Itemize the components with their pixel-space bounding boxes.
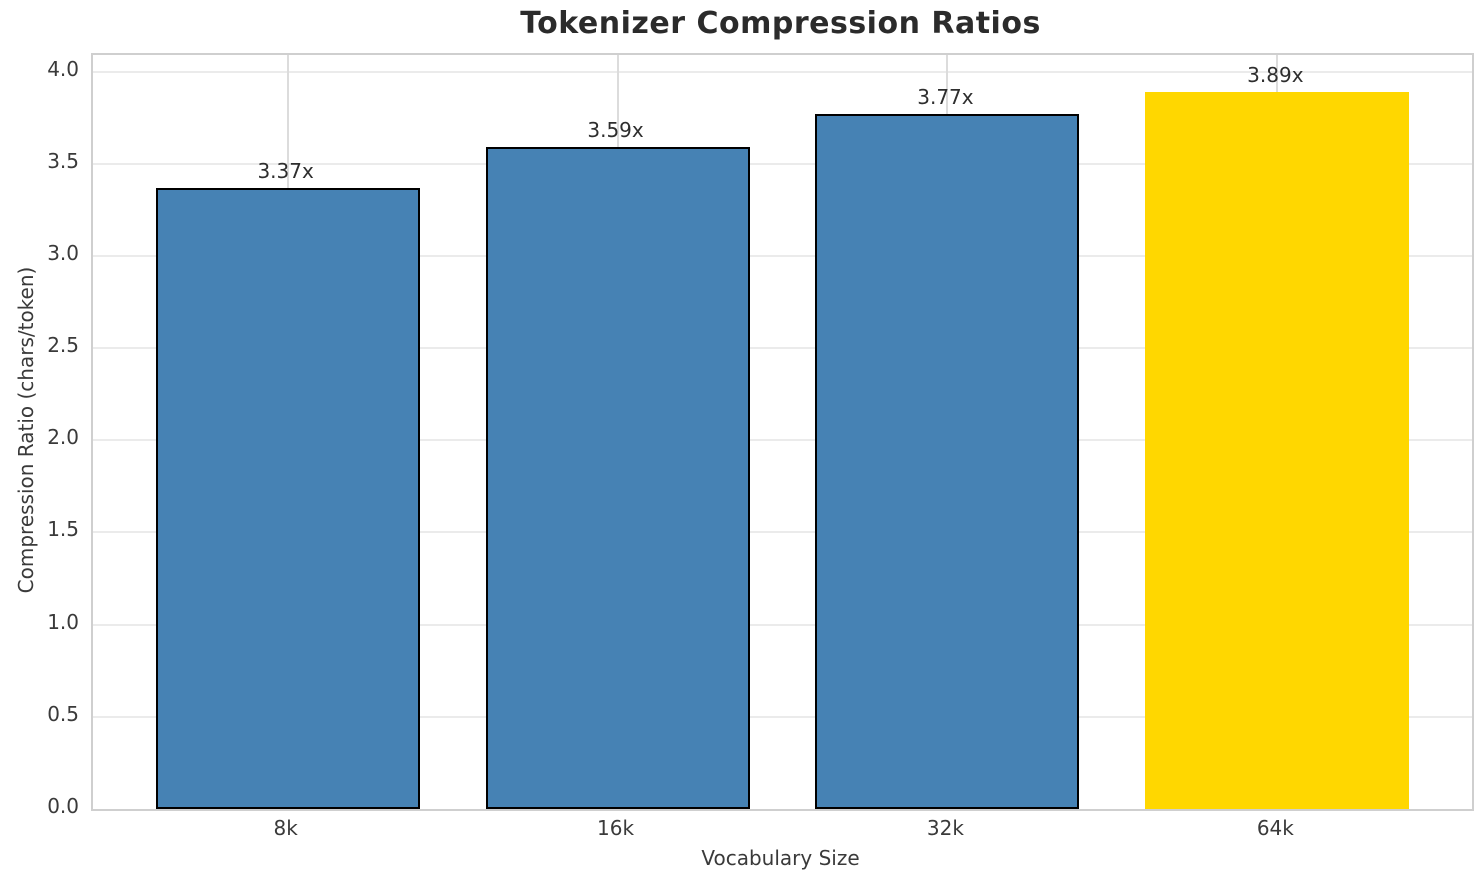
y-tick-label: 1.0: [47, 609, 79, 634]
chart-title: Tokenizer Compression Ratios: [520, 6, 1041, 41]
x-tick-label: 32k: [926, 816, 964, 840]
gridline-horizontal: [93, 439, 1472, 442]
plot-area: [91, 53, 1474, 811]
bar-value-label: 3.59x: [587, 118, 644, 143]
gridline-horizontal: [93, 623, 1472, 626]
gridline-horizontal: [93, 531, 1472, 534]
bar-value-label: 3.89x: [1247, 62, 1304, 87]
gridline-horizontal: [93, 162, 1472, 165]
y-tick-label: 2.0: [47, 425, 79, 450]
y-tick-label: 3.5: [47, 148, 79, 173]
y-tick-label: 2.5: [47, 333, 79, 358]
bar-16k: [485, 147, 750, 809]
bar-8k: [155, 187, 420, 809]
bar-value-label: 3.37x: [257, 158, 314, 183]
x-tick-label: 8k: [273, 816, 298, 840]
y-tick-label: 1.5: [47, 517, 79, 542]
x-tick-label: 64k: [1256, 816, 1294, 840]
bar-64k: [1145, 91, 1410, 809]
x-axis-label: Vocabulary Size: [701, 846, 860, 870]
gridline-horizontal: [93, 254, 1472, 257]
y-tick-label: 3.0: [47, 240, 79, 265]
gridline-horizontal: [93, 347, 1472, 350]
x-tick-label: 16k: [597, 816, 635, 840]
y-tick-label: 0.5: [47, 701, 79, 726]
gridline-horizontal: [93, 70, 1472, 73]
y-tick-label: 4.0: [47, 56, 79, 81]
bar-32k: [815, 114, 1080, 809]
y-tick-label: 0.0: [47, 794, 79, 818]
gridline-horizontal: [93, 715, 1472, 718]
bar-value-label: 3.77x: [917, 84, 974, 109]
